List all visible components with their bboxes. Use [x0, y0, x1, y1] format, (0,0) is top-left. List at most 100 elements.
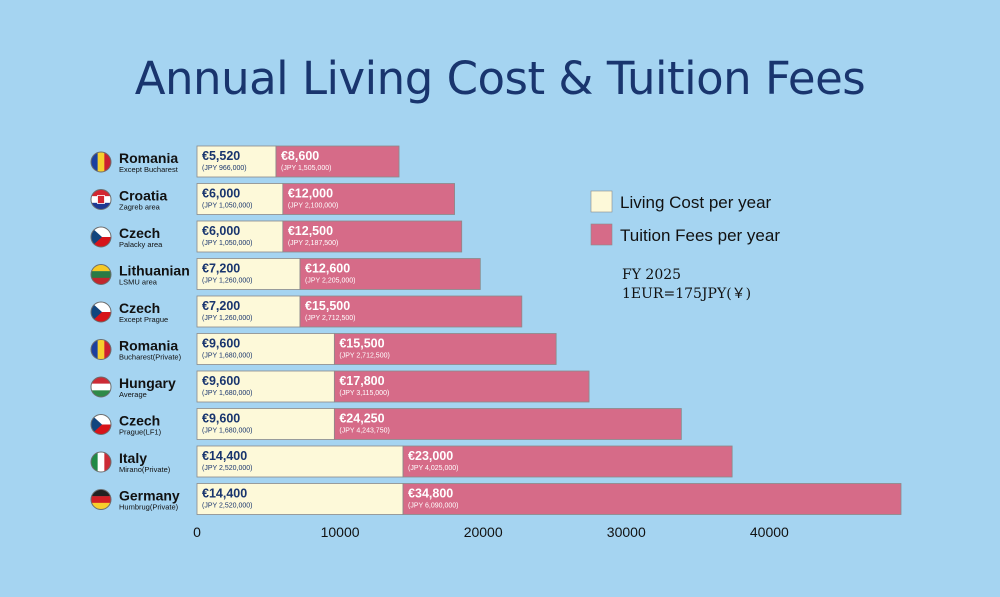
tuition-fee-bar [299, 258, 481, 290]
tuition-fee-label: €17,800 [339, 374, 384, 388]
x-axis-ticks: 0 10000 20000 30000 40000 [193, 524, 789, 540]
tuition-fee-label: €12,500 [288, 224, 333, 238]
exchange-rate-label: 1EUR=175JPY(￥) [622, 286, 752, 302]
hungary-flag-icon [90, 376, 112, 398]
living-cost-bar [196, 408, 335, 440]
x-tick-label: 0 [193, 524, 201, 540]
tuition-fee-bar [333, 408, 682, 440]
tuition-fee-label: €23,000 [408, 449, 453, 463]
living-cost-bar [196, 145, 277, 178]
living-cost-bar [196, 333, 335, 365]
living-cost-bar [196, 370, 335, 403]
tuition-fee-bar [333, 333, 557, 365]
legend-swatch-living [590, 190, 613, 213]
category-name: Czech [119, 225, 160, 241]
legend-label-living: Living Cost per year [620, 193, 772, 212]
tuition-fee-bar [402, 483, 902, 515]
czech-flag-icon [90, 301, 112, 323]
living-cost-bar [196, 220, 284, 253]
tuition-fee-jpy-label: (JPY 3,115,000) [339, 390, 389, 397]
tuition-fee-label: €34,800 [408, 487, 453, 501]
croatia-flag-icon [90, 189, 112, 210]
romania-flag-icon [90, 339, 112, 360]
tuition-fee-bar [282, 183, 455, 215]
chart-title: Annual Living Cost & Tuition Fees [134, 52, 866, 105]
bars-group: €5,520 (JPY 966,000) €8,600 (JPY 1,505,000)… [196, 145, 902, 515]
living-cost-jpy-label: (JPY 1,050,000) [202, 240, 252, 247]
fx-note: FY 2025 1EUR=175JPY(￥) [622, 266, 751, 304]
legend-swatch-tuition [590, 223, 613, 246]
x-tick-label: 40000 [750, 524, 789, 540]
living-cost-label: €7,200 [202, 262, 240, 276]
category-name: Czech [119, 300, 160, 316]
fiscal-year-label: FY 2025 [622, 267, 682, 283]
tuition-fee-bar [282, 220, 463, 253]
tuition-fee-bar [299, 295, 523, 328]
italy-flag-icon [90, 451, 112, 473]
living-cost-label: €6,000 [202, 187, 240, 201]
x-tick-label: 20000 [464, 524, 503, 540]
category-sub: Prague(LF1) [119, 428, 162, 437]
tuition-fee-jpy-label: (JPY 1,505,000) [281, 165, 331, 172]
legend: Living Cost per year Tuition Fees per yea… [590, 190, 780, 246]
living-cost-label: €7,200 [202, 299, 240, 313]
category-name: Romania [119, 150, 178, 166]
tuition-fee-label: €15,500 [339, 337, 384, 351]
living-cost-jpy-label: (JPY 1,680,000) [202, 390, 252, 397]
category-sub: Except Prague [119, 315, 168, 324]
living-cost-label: €9,600 [202, 337, 240, 351]
category-sub: Bucharest(Private) [119, 353, 182, 362]
tuition-fee-jpy-label: (JPY 6,090,000) [408, 503, 458, 510]
living-cost-label: €6,000 [202, 224, 240, 238]
tuition-fee-bar [275, 145, 400, 178]
x-tick-label: 30000 [607, 524, 646, 540]
category-name: Croatia [119, 188, 167, 204]
living-cost-label: €14,400 [202, 449, 247, 463]
category-sub: Humbrug(Private) [119, 503, 179, 512]
living-cost-bar [196, 295, 301, 328]
category-name: Italy [119, 450, 147, 466]
category-name: Czech [119, 413, 160, 429]
tuition-fee-jpy-label: (JPY 4,025,000) [408, 465, 458, 472]
tuition-fee-jpy-label: (JPY 2,187,500) [288, 240, 338, 247]
czech-flag-icon [90, 414, 112, 435]
tuition-fee-label: €24,250 [339, 412, 384, 426]
x-tick-label: 10000 [321, 524, 360, 540]
living-cost-label: €9,600 [202, 412, 240, 426]
living-cost-jpy-label: (JPY 2,520,000) [202, 465, 252, 472]
category-name: Germany [119, 488, 180, 504]
romania-flag-icon [90, 151, 112, 173]
living-cost-label: €5,520 [202, 149, 240, 163]
tuition-fee-bar [333, 370, 590, 403]
category-name: Romania [119, 338, 178, 354]
category-name: Hungary [119, 375, 176, 391]
living-cost-bar [196, 483, 404, 515]
category-sub: Except Bucharest [119, 165, 179, 174]
living-cost-jpy-label: (JPY 1,680,000) [202, 428, 252, 435]
living-cost-bar [196, 445, 404, 478]
living-cost-jpy-label: (JPY 1,260,000) [202, 315, 252, 322]
germany-flag-icon [90, 489, 112, 510]
living-cost-bar [196, 183, 284, 215]
lithuania-flag-icon [90, 264, 112, 285]
tuition-fee-label: €12,000 [288, 187, 333, 201]
tuition-fee-jpy-label: (JPY 2,712,500) [305, 315, 355, 322]
living-cost-jpy-label: (JPY 1,680,000) [202, 353, 252, 360]
living-cost-label: €9,600 [202, 374, 240, 388]
tuition-fee-jpy-label: (JPY 2,205,000) [305, 278, 355, 285]
tuition-fee-label: €12,600 [305, 262, 350, 276]
living-cost-jpy-label: (JPY 2,520,000) [202, 503, 252, 510]
tuition-fee-jpy-label: (JPY 2,712,500) [339, 353, 389, 360]
tuition-fee-jpy-label: (JPY 4,243,750) [339, 428, 389, 435]
category-sub: Mirano(Private) [119, 465, 171, 474]
living-cost-jpy-label: (JPY 1,050,000) [202, 203, 252, 210]
legend-label-tuition: Tuition Fees per year [620, 226, 780, 245]
category-sub: Palacky area [119, 240, 163, 249]
category-name: Lithuanian [119, 263, 190, 279]
category-sub: Average [119, 390, 147, 399]
czech-flag-icon [90, 226, 112, 248]
category-sub: Zagreb area [119, 203, 161, 212]
living-cost-jpy-label: (JPY 966,000) [202, 165, 247, 172]
